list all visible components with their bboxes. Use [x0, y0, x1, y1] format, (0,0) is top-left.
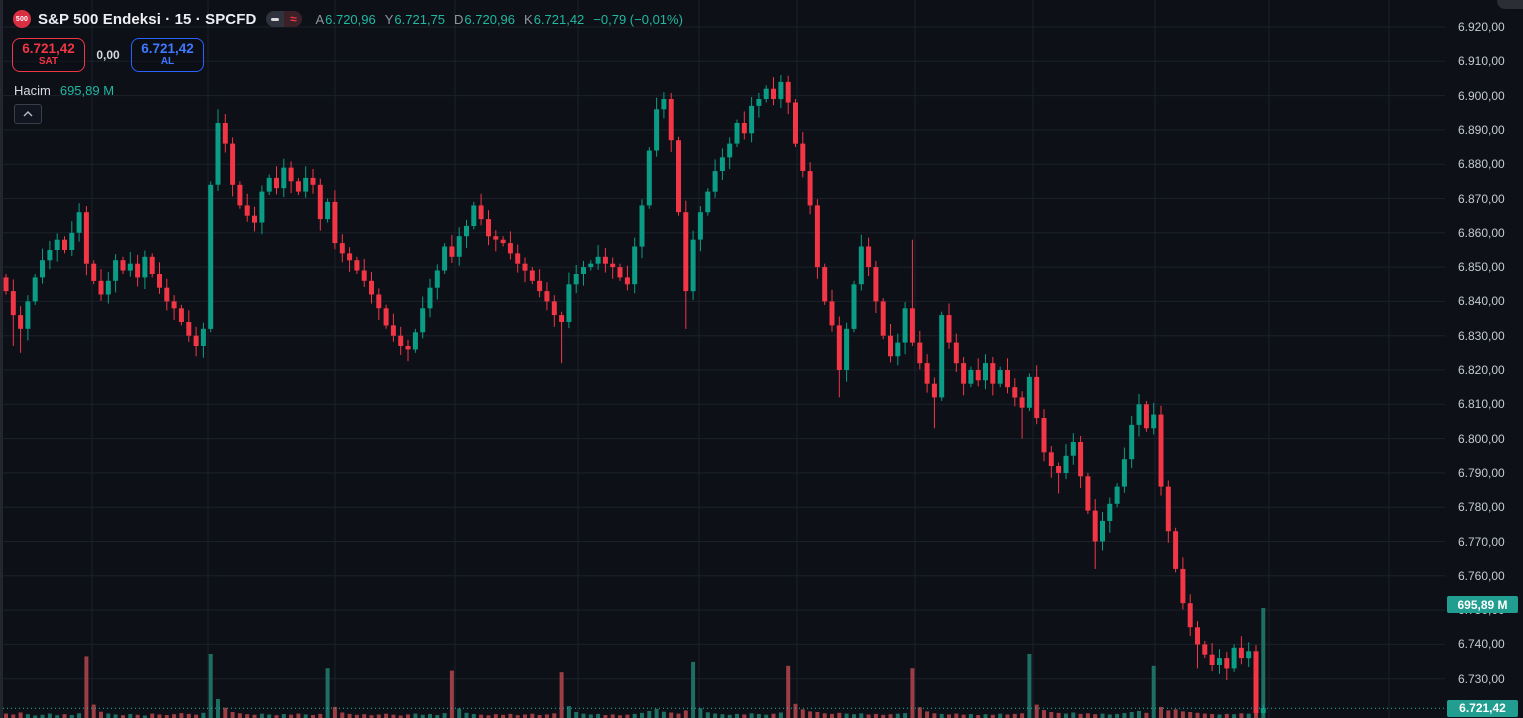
market-status-pill[interactable]: ≈ [266, 11, 303, 27]
price-axis-label: 6.870,00 [1458, 191, 1505, 206]
price-axis-label: 6.770,00 [1458, 534, 1505, 549]
window-corner [1497, 0, 1523, 9]
price-axis-label: 6.780,00 [1458, 500, 1505, 515]
symbol-title[interactable]: S&P 500 Endeksi · 15 · SPCFD [38, 10, 257, 28]
sell-price: 6.721,42 [22, 41, 75, 56]
chevron-up-icon [23, 111, 33, 117]
price-axis-label: 6.800,00 [1458, 431, 1505, 446]
delayed-data-icon: ≈ [284, 11, 303, 27]
volume-legend: Hacim 695,89 M [14, 83, 114, 98]
price-axis-label: 6.860,00 [1458, 225, 1505, 240]
trade-panel: 6.721,42 SAT 0,00 6.721,42 AL [12, 38, 204, 72]
low-value: D 6.720,96 [454, 11, 516, 27]
last-price-badge: 6.721,42 [1447, 699, 1518, 717]
price-axis-label: 6.880,00 [1458, 157, 1505, 172]
sell-label: SAT [38, 56, 59, 67]
price-axis-label: 6.830,00 [1458, 328, 1505, 343]
buy-label: AL [160, 56, 175, 67]
sp500-logo-icon: 500 [13, 10, 31, 28]
price-axis-label: 6.920,00 [1458, 20, 1505, 34]
price-axis-label: 6.900,00 [1458, 88, 1505, 103]
ohlc-values: A 6.720,96 Y 6.721,75 D 6.720,96 K 6.721,42 … [315, 12, 682, 27]
price-axis-label: 6.810,00 [1458, 397, 1505, 412]
buy-button[interactable]: 6.721,42 AL [131, 38, 204, 72]
price-axis[interactable]: 6.730,006.740,006.750,006.760,006.770,00… [1445, 0, 1523, 718]
volume-label: Hacim [14, 83, 51, 98]
left-toolbar-strip [0, 0, 3, 718]
change-value: −0,79 (−0,01%) [593, 11, 683, 27]
price-axis-label: 6.910,00 [1458, 54, 1505, 69]
price-axis-label: 6.850,00 [1458, 260, 1505, 275]
price-axis-label: 6.740,00 [1458, 637, 1505, 652]
sell-button[interactable]: 6.721,42 SAT [12, 38, 85, 72]
price-axis-label: 6.840,00 [1458, 294, 1505, 309]
volume-badge: 695,89 M [1447, 596, 1518, 613]
open-value: A 6.720,96 [315, 11, 376, 27]
price-axis-label: 6.890,00 [1458, 122, 1505, 137]
symbol-legend: 500 S&P 500 Endeksi · 15 · SPCFD ≈ A 6.72… [13, 9, 683, 29]
price-axis-label: 6.730,00 [1458, 671, 1505, 686]
spread-value: 0,00 [96, 48, 120, 62]
price-axis-label: 6.820,00 [1458, 363, 1505, 377]
market-closed-icon [266, 11, 285, 27]
close-value: K 6.721,42 [524, 11, 585, 27]
high-value: Y 6.721,75 [384, 11, 446, 27]
volume-value: 695,89 M [59, 83, 115, 98]
price-axis-label: 6.790,00 [1458, 465, 1505, 480]
price-axis-label: 6.760,00 [1458, 568, 1505, 583]
buy-price: 6.721,42 [141, 41, 194, 56]
legend-collapse-button[interactable] [14, 104, 42, 124]
